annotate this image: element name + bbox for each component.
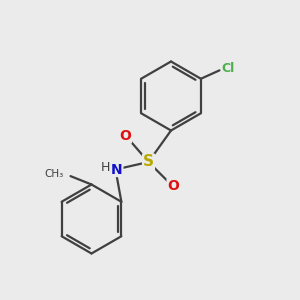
Text: O: O xyxy=(167,179,179,193)
Text: N: N xyxy=(111,163,123,176)
Text: Cl: Cl xyxy=(221,62,234,75)
Text: S: S xyxy=(143,154,154,169)
Text: CH₃: CH₃ xyxy=(45,169,64,179)
Text: O: O xyxy=(119,129,131,143)
Text: H: H xyxy=(100,160,110,174)
